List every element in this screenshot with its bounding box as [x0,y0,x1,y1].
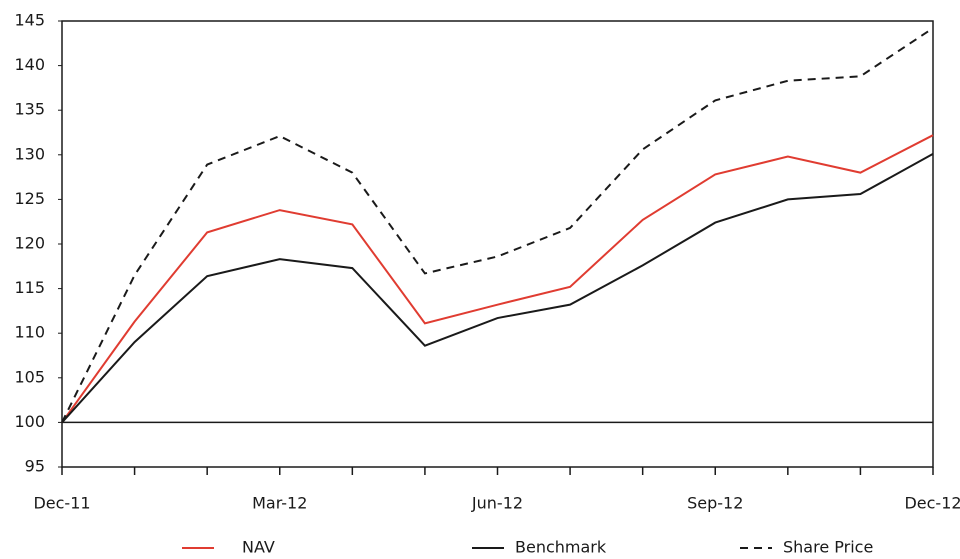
legend-label: NAV [242,538,275,557]
legend-label: Share Price [783,538,873,557]
series-line [61,27,934,423]
y-tick-label: 105 [14,367,45,386]
x-tick-label: Dec-12 [904,494,960,513]
y-tick-label: 95 [25,457,45,476]
series-line [61,153,934,424]
x-tick-label: Jun-12 [471,494,523,513]
y-tick-label: 135 [14,100,45,119]
y-tick-label: 130 [14,144,45,163]
y-tick-label: 120 [14,234,45,253]
x-tick-label: Dec-11 [33,494,90,513]
x-tick-label: Sep-12 [687,494,743,513]
series-line [61,134,934,423]
plot-frame [61,20,934,468]
y-tick-label: 140 [14,55,45,74]
y-tick-label: 145 [14,11,45,30]
y-tick-label: 100 [14,412,45,431]
y-tick-label: 115 [14,278,45,297]
y-tick-label: 125 [14,189,45,208]
x-tick-label: Mar-12 [252,494,307,513]
legend-label: Benchmark [515,538,607,557]
y-tick-label: 110 [14,323,45,342]
